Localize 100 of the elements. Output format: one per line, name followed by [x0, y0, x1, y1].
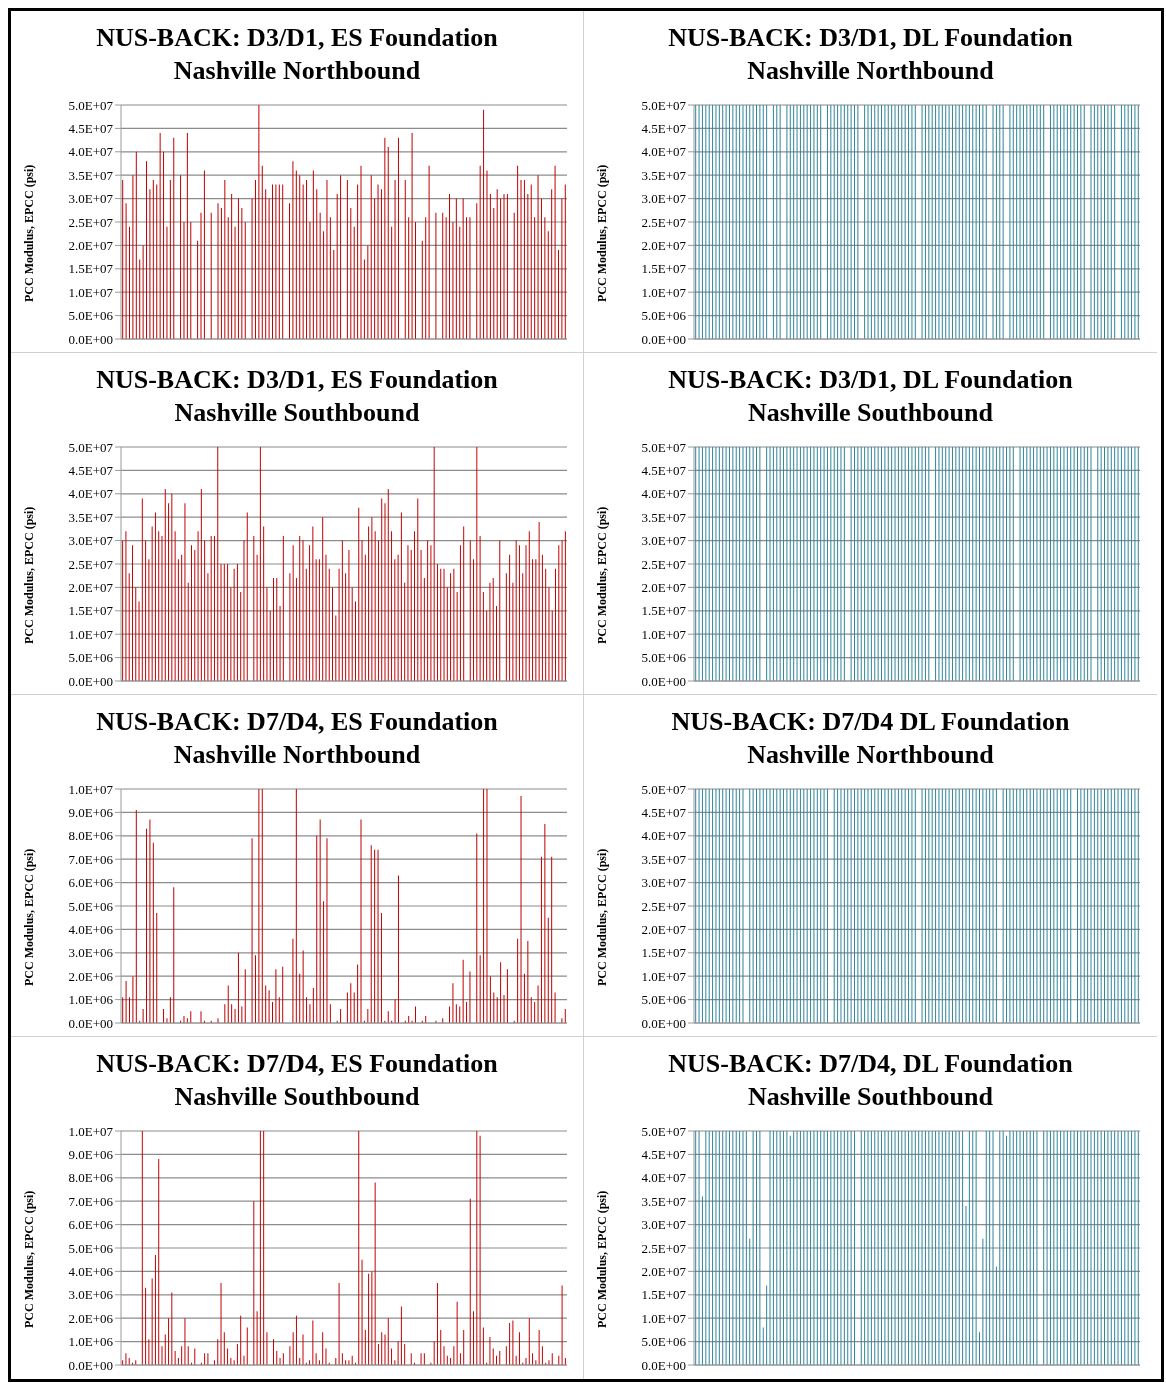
- y-tick-label: 3.5E+07: [68, 167, 114, 183]
- y-tick-label: 3.5E+07: [641, 1193, 687, 1209]
- y-tick-label: 0.0E+00: [641, 1357, 686, 1373]
- y-tick-label: 5.0E+06: [641, 308, 687, 324]
- y-tick-label: 2.5E+07: [68, 556, 114, 572]
- y-axis-title: PCC Modulus, EPCC (psi): [595, 848, 610, 986]
- y-tick-label: 1.0E+06: [68, 1334, 114, 1350]
- y-tick-label: 4.5E+07: [641, 121, 687, 137]
- y-axis-title: PCC Modulus, EPCC (psi): [595, 1190, 610, 1328]
- y-tick-label: 5.0E+07: [641, 97, 687, 113]
- y-tick-label: 9.0E+06: [68, 1147, 114, 1163]
- y-tick-label: 1.5E+07: [68, 261, 114, 277]
- y-tick-label: 0.0E+00: [68, 673, 113, 689]
- y-tick-label: 7.0E+06: [68, 1193, 114, 1209]
- chart-title: NUS-BACK: D7/D4 DL Foundation: [670, 706, 1071, 738]
- y-tick-label: 3.0E+06: [68, 945, 114, 961]
- y-tick-label: 1.0E+07: [641, 968, 687, 984]
- chart-title: NUS-BACK: D3/D1, ES Foundation: [95, 22, 499, 54]
- chart-title: NUS-BACK: D3/D1, DL Foundation: [667, 22, 1074, 54]
- y-tick-label: 5.0E+06: [641, 650, 687, 666]
- chart-title: NUS-BACK: D7/D4, DL Foundation: [667, 1048, 1074, 1080]
- chart-subtitle: Nashville Northbound: [746, 55, 995, 87]
- y-tick-label: 5.0E+07: [641, 1123, 687, 1139]
- chart-subtitle: Nashville Southbound: [747, 397, 994, 429]
- y-tick-label: 2.0E+07: [68, 580, 114, 596]
- y-tick-label: 0.0E+00: [641, 673, 686, 689]
- y-tick-label: 9.0E+06: [68, 805, 114, 821]
- y-tick-label: 5.0E+07: [68, 439, 114, 455]
- y-tick-label: 4.0E+07: [641, 144, 687, 160]
- y-tick-label: 1.5E+07: [641, 945, 687, 961]
- y-tick-label: 5.0E+06: [68, 898, 114, 914]
- y-tick-label: 5.0E+06: [641, 1334, 687, 1350]
- y-tick-label: 8.0E+06: [68, 1170, 114, 1186]
- y-tick-label: 2.5E+07: [641, 1240, 687, 1256]
- y-tick-label: 1.0E+06: [68, 992, 114, 1008]
- chart-subtitle: Nashville Southbound: [173, 397, 421, 429]
- y-tick-label: 2.5E+07: [641, 556, 687, 572]
- y-tick-label: 1.5E+07: [641, 261, 687, 277]
- y-tick-label: 6.0E+06: [68, 875, 114, 891]
- y-tick-label: 4.0E+07: [641, 1170, 687, 1186]
- y-axis-title: PCC Modulus, EPCC (psi): [22, 164, 37, 302]
- y-tick-label: 4.5E+07: [641, 805, 687, 821]
- y-tick-label: 0.0E+00: [68, 1015, 113, 1031]
- y-tick-label: 5.0E+07: [68, 97, 114, 113]
- y-tick-label: 4.0E+07: [68, 486, 114, 502]
- y-tick-label: 1.0E+07: [68, 626, 114, 642]
- chart-subtitle: Nashville Northbound: [172, 739, 422, 771]
- y-tick-label: 6.0E+06: [68, 1217, 114, 1233]
- y-tick-label: 2.0E+07: [641, 1264, 687, 1280]
- y-axis-title: PCC Modulus, EPCC (psi): [22, 848, 37, 986]
- y-tick-label: 3.0E+07: [641, 191, 687, 207]
- y-tick-label: 2.0E+07: [641, 580, 687, 596]
- y-tick-label: 4.5E+07: [68, 121, 114, 137]
- chart-subtitle: Nashville Northbound: [172, 55, 422, 87]
- y-axis-title: PCC Modulus, EPCC (psi): [22, 1190, 37, 1328]
- y-tick-label: 3.0E+06: [68, 1287, 114, 1303]
- chart-subtitle: Nashville Southbound: [747, 1081, 994, 1113]
- y-tick-label: 3.5E+07: [641, 851, 687, 867]
- y-tick-label: 4.0E+07: [68, 144, 114, 160]
- y-tick-label: 4.0E+07: [641, 486, 687, 502]
- y-tick-label: 7.0E+06: [68, 851, 114, 867]
- chart-title: NUS-BACK: D7/D4, ES Foundation: [95, 1048, 499, 1080]
- y-tick-label: 4.5E+07: [641, 463, 687, 479]
- y-tick-label: 3.0E+07: [641, 1217, 687, 1233]
- y-tick-label: 5.0E+06: [68, 308, 114, 324]
- y-tick-label: 8.0E+06: [68, 828, 114, 844]
- y-tick-label: 0.0E+00: [68, 1357, 113, 1373]
- y-tick-label: 3.0E+07: [641, 533, 687, 549]
- y-tick-label: 3.5E+07: [68, 509, 114, 525]
- chart-title: NUS-BACK: D7/D4, ES Foundation: [95, 706, 499, 738]
- y-tick-label: 0.0E+00: [641, 1015, 686, 1031]
- y-tick-label: 4.0E+06: [68, 1264, 114, 1280]
- y-tick-label: 5.0E+07: [641, 439, 687, 455]
- y-tick-label: 1.0E+07: [641, 1310, 687, 1326]
- y-tick-label: 1.5E+07: [68, 603, 114, 619]
- y-tick-label: 5.0E+07: [641, 781, 687, 797]
- y-tick-label: 2.0E+06: [68, 968, 114, 984]
- y-tick-label: 3.0E+07: [641, 875, 687, 891]
- y-tick-label: 2.0E+07: [641, 238, 687, 254]
- y-tick-label: 0.0E+00: [68, 331, 113, 347]
- y-axis-title: PCC Modulus, EPCC (psi): [22, 506, 37, 644]
- y-tick-label: 2.0E+06: [68, 1310, 114, 1326]
- y-tick-label: 3.5E+07: [641, 167, 687, 183]
- chart-title: NUS-BACK: D3/D1, DL Foundation: [667, 364, 1074, 396]
- y-tick-label: 1.5E+07: [641, 1287, 687, 1303]
- y-tick-label: 1.0E+07: [641, 626, 687, 642]
- y-tick-label: 2.5E+07: [68, 214, 114, 230]
- y-tick-label: 5.0E+06: [68, 1240, 114, 1256]
- y-tick-label: 5.0E+06: [641, 992, 687, 1008]
- y-tick-label: 3.5E+07: [641, 509, 687, 525]
- y-tick-label: 0.0E+00: [641, 331, 686, 347]
- y-tick-label: 3.0E+07: [68, 533, 114, 549]
- y-tick-label: 2.5E+07: [641, 214, 687, 230]
- y-tick-label: 2.5E+07: [641, 898, 687, 914]
- y-tick-label: 1.0E+07: [68, 781, 114, 797]
- y-tick-label: 1.0E+07: [641, 284, 687, 300]
- y-tick-label: 4.0E+07: [641, 828, 687, 844]
- y-axis-title: PCC Modulus, EPCC (psi): [595, 164, 610, 302]
- y-tick-label: 1.0E+07: [68, 284, 114, 300]
- y-tick-label: 4.0E+06: [68, 922, 114, 938]
